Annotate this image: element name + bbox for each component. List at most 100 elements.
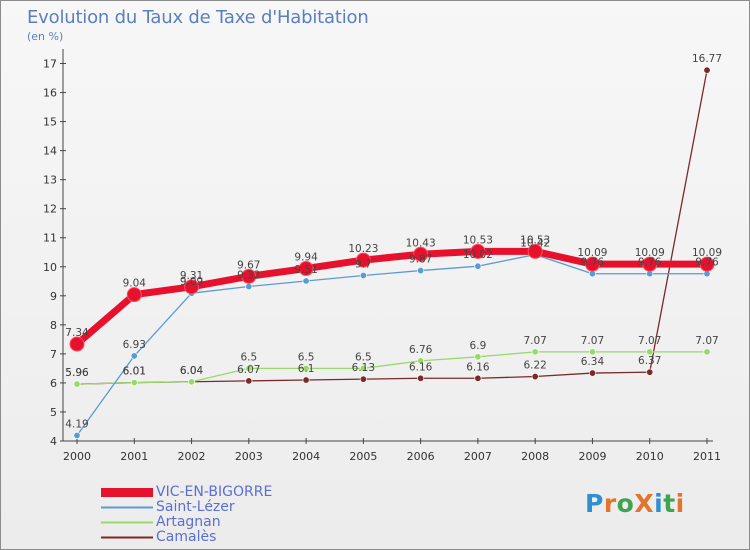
- series-2-label-5: 6.5: [355, 351, 372, 363]
- series-1-point-7: [474, 262, 482, 270]
- series-2-label-11: 7.07: [695, 335, 718, 347]
- x-tick-label-6: 2006: [407, 450, 435, 463]
- legend-item-artagnan[interactable]: Artagnan: [101, 515, 272, 530]
- series-2-point-10: [646, 348, 654, 356]
- series-2-point-11: [703, 348, 711, 356]
- logo-letter-4: i: [654, 489, 664, 518]
- legend-swatch-vic: [101, 488, 153, 497]
- series-0-label-1: 9.04: [123, 278, 147, 290]
- series-1-label-1: 6.93: [123, 339, 146, 351]
- x-tick-label-1: 2001: [120, 450, 148, 463]
- series-2-label-10: 7.07: [638, 335, 661, 347]
- series-3-label-2: 6.04: [180, 365, 204, 377]
- series-0-label-7: 10.53: [463, 234, 493, 246]
- series-2-point-6: [417, 357, 425, 365]
- series-0-label-6: 10.43: [406, 237, 436, 249]
- series-1-label-3: 9.32: [237, 270, 260, 282]
- logo-letter-6: i: [675, 489, 685, 518]
- legend-label-saint-lezer: Saint-Lézer: [156, 499, 235, 515]
- series-3-point-4: [302, 376, 310, 384]
- chart-title: Evolution du Taux de Taxe d'Habitation: [27, 7, 369, 28]
- series-2-label-9: 7.07: [581, 335, 604, 347]
- series-2-point-7: [474, 353, 482, 361]
- y-tick-label-9: 13: [43, 174, 57, 187]
- legend-swatch-artagnan: [101, 521, 153, 524]
- series-2-point-3: [245, 364, 253, 372]
- series-2-point-1: [130, 379, 138, 387]
- y-tick-label-8: 12: [43, 203, 57, 216]
- series-3-point-9: [588, 369, 596, 377]
- series-0-label-8: 10.53: [520, 234, 550, 246]
- series-3-label-10: 6.37: [638, 355, 661, 367]
- logo-letter-2: o: [616, 489, 635, 518]
- series-3-label-1: 6.01: [123, 366, 146, 378]
- series-0-point-7: [470, 243, 486, 259]
- series-3-label-7: 6.16: [466, 361, 490, 373]
- series-1-label-7: 10.02: [463, 249, 493, 261]
- series-line-1: [76, 253, 708, 437]
- chart-subtitle: (en %): [27, 30, 64, 43]
- series-0-label-11: 10.09: [692, 247, 722, 259]
- series-0-point-0: [69, 336, 85, 352]
- legend-swatch-saint-lezer: [101, 506, 153, 509]
- series-2-point-8: [531, 348, 539, 356]
- series-3-point-5: [359, 375, 367, 383]
- y-tick-label-1: 5: [50, 406, 57, 419]
- series-1-label-5: 9.7: [355, 258, 372, 270]
- series-3-point-8: [531, 373, 539, 381]
- x-tick-label-4: 2004: [292, 450, 320, 463]
- logo-letter-1: r: [603, 489, 617, 518]
- y-tick-label-5: 9: [50, 290, 57, 303]
- series-3-label-9: 6.34: [581, 356, 605, 368]
- series-2-point-9: [588, 348, 596, 356]
- series-3-label-8: 6.22: [523, 360, 546, 372]
- legend-label-vic: VIC-EN-BIGORRE: [156, 484, 273, 500]
- series-line-3: [76, 69, 708, 385]
- y-tick-label-2: 6: [50, 377, 57, 390]
- series-1-label-11: 9.76: [695, 257, 719, 269]
- series-3-point-3: [245, 377, 253, 385]
- series-1-label-9: 9.76: [581, 257, 605, 269]
- legend-item-vic[interactable]: VIC-EN-BIGORRE: [101, 485, 272, 500]
- y-tick-label-6: 10: [43, 261, 57, 274]
- series-0-point-9: [584, 256, 600, 272]
- series-0-label-0: 7.34: [65, 327, 89, 339]
- series-1-label-4: 9.51: [294, 264, 317, 276]
- legend: VIC-EN-BIGORRE Saint-Lézer Artagnan Cama…: [101, 485, 272, 545]
- series-3-point-11: [703, 66, 711, 74]
- series-3-label-5: 6.13: [352, 362, 375, 374]
- series-1-label-10: 9.76: [638, 257, 662, 269]
- series-1-label-6: 9.87: [409, 254, 432, 266]
- y-tick-label-3: 7: [50, 348, 57, 361]
- series-1-point-5: [359, 271, 367, 279]
- legend-item-camales[interactable]: Camalès: [101, 530, 272, 545]
- series-line-2: [76, 351, 708, 385]
- series-0-point-3: [241, 268, 257, 284]
- logo-letter-5: t: [663, 489, 676, 518]
- legend-item-saint-lezer[interactable]: Saint-Lézer: [101, 500, 272, 515]
- series-3-point-6: [417, 374, 425, 382]
- legend-label-camales: Camalès: [156, 529, 217, 545]
- series-2-label-8: 7.07: [523, 335, 546, 347]
- series-2-label-7: 6.9: [470, 340, 487, 352]
- series-line-0: [73, 247, 711, 348]
- series-2-label-1: 6.01: [123, 366, 146, 378]
- series-2-point-4: [302, 364, 310, 372]
- x-tick-label-0: 2000: [63, 450, 91, 463]
- series-0-point-1: [126, 287, 142, 303]
- x-tick-label-5: 2005: [349, 450, 377, 463]
- y-tick-label-0: 4: [50, 435, 57, 448]
- series-0-label-2: 9.31: [180, 270, 203, 282]
- series-0-label-10: 10.09: [635, 247, 665, 259]
- series-1-point-3: [245, 283, 253, 291]
- logo-letter-0: P: [585, 489, 604, 518]
- series-1-point-6: [417, 267, 425, 275]
- series-3-label-3: 6.07: [237, 364, 260, 376]
- series-3-label-0: 5.96: [65, 367, 89, 379]
- series-3-point-7: [474, 374, 482, 382]
- x-tick-label-10: 2010: [636, 450, 664, 463]
- series-3-point-10: [646, 368, 654, 376]
- y-tick-label-12: 16: [43, 87, 57, 100]
